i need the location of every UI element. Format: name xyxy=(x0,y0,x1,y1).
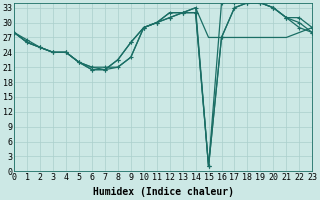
X-axis label: Humidex (Indice chaleur): Humidex (Indice chaleur) xyxy=(93,187,234,197)
